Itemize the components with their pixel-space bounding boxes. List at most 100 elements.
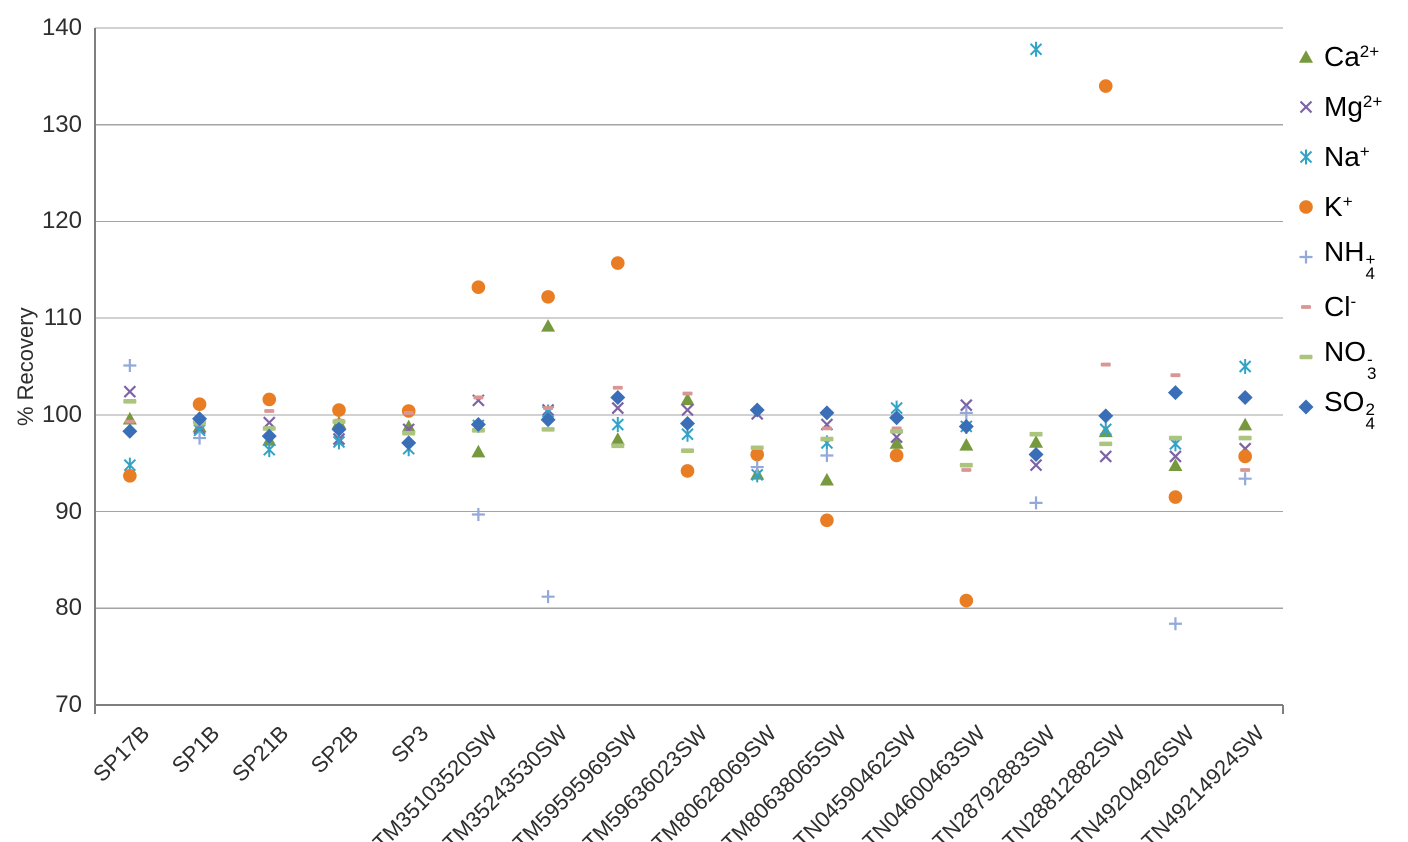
mg-point — [1029, 458, 1043, 472]
ca-point — [610, 432, 625, 445]
so4-point — [1098, 408, 1114, 424]
so4-point — [331, 421, 347, 437]
legend-label-nh4: NH +4 — [1324, 236, 1376, 283]
so4-point — [540, 412, 556, 428]
k-point — [332, 403, 346, 417]
so4-point — [610, 389, 626, 405]
k-marker-icon — [1299, 200, 1313, 214]
so4-point — [192, 411, 208, 427]
legend-item-k: K+ — [1295, 190, 1353, 224]
cl-point — [1170, 373, 1181, 378]
nh4-marker-shape — [1299, 250, 1313, 264]
cl-point — [264, 409, 275, 413]
ca-point — [1168, 458, 1183, 471]
ca-point — [471, 444, 486, 458]
k-point — [750, 447, 765, 462]
mg-marker-icon — [1299, 100, 1313, 114]
legend-label-cl: Cl- — [1324, 291, 1357, 322]
k-point — [541, 290, 555, 304]
k-marker-shape — [1299, 200, 1313, 214]
na-point — [1099, 421, 1112, 437]
k-point — [889, 448, 904, 463]
legend-item-cl: Cl- — [1295, 290, 1356, 324]
so4-point — [958, 418, 974, 434]
no3-point — [890, 428, 904, 434]
so4-point — [819, 405, 835, 421]
k-point — [262, 392, 277, 407]
legend-label-ca: Ca2+ — [1324, 41, 1380, 72]
cl-point — [612, 385, 623, 390]
legend-label-so4: SO 2 4 — [1324, 386, 1375, 433]
ca-marker-icon — [1299, 50, 1313, 63]
mg-point — [681, 403, 694, 417]
no3-marker-icon — [1299, 354, 1313, 360]
na-point — [332, 434, 346, 450]
ca-point — [1238, 417, 1253, 431]
y-tick-label: 90 — [55, 497, 82, 525]
nh4-point — [123, 359, 137, 373]
k-point — [192, 397, 207, 412]
legend-item-no3: NO -3 — [1295, 336, 1377, 383]
y-tick-label: 80 — [55, 594, 82, 622]
y-tick-label: 140 — [41, 14, 82, 41]
k-point — [959, 593, 974, 608]
k-point — [820, 513, 834, 528]
nh4-point — [959, 406, 973, 420]
y-tick-label: 120 — [41, 207, 82, 235]
no3-point — [681, 448, 694, 453]
no3-point — [1238, 435, 1252, 441]
mg-point — [1169, 450, 1182, 463]
na-point — [1029, 41, 1043, 57]
no3-point — [123, 399, 137, 404]
no3-point — [541, 427, 555, 432]
cl-marker-icon — [1301, 305, 1311, 309]
ca-point — [959, 438, 974, 451]
no3-point — [611, 443, 625, 449]
legend-item-na: Na+ — [1295, 140, 1370, 174]
k-point — [610, 256, 625, 270]
mg-point — [611, 401, 625, 415]
na-point — [263, 442, 276, 458]
ca-point — [889, 436, 904, 449]
cl-point — [682, 391, 693, 396]
nh4-marker-icon — [1299, 250, 1313, 264]
nh4-point — [471, 507, 485, 521]
legend-label-k: K+ — [1324, 191, 1353, 222]
k-point — [680, 464, 695, 478]
ca-marker-shape — [1299, 50, 1313, 63]
cl-point — [961, 468, 972, 472]
so4-point — [401, 435, 417, 451]
no3-point — [1099, 441, 1113, 447]
y-tick-label: 70 — [55, 691, 82, 718]
so4-point — [680, 416, 695, 432]
legend-item-ca: Ca2+ — [1295, 40, 1379, 74]
so4-point — [889, 410, 905, 426]
nh4-point — [1238, 472, 1252, 486]
so4-point — [122, 423, 138, 439]
ca-point — [401, 419, 416, 433]
no3-point — [820, 436, 834, 442]
nh4-point — [1029, 496, 1043, 510]
na-point — [611, 417, 625, 433]
legend-label-mg: Mg2+ — [1324, 91, 1383, 122]
y-tick-label: 100 — [41, 400, 82, 428]
no3-point — [959, 462, 973, 468]
legend-item-nh4: NH +4 — [1295, 236, 1376, 283]
k-point — [1238, 449, 1252, 464]
ca-point — [819, 472, 834, 486]
so4-marker-icon — [1298, 399, 1314, 415]
na-point — [1238, 359, 1252, 374]
k-point — [123, 468, 137, 483]
no3-marker-shape — [1299, 354, 1313, 360]
legend-label-no3: NO -3 — [1324, 336, 1377, 383]
nh4-point — [1168, 617, 1182, 631]
so4-point — [261, 428, 277, 444]
k-point — [401, 404, 416, 418]
k-point — [1168, 490, 1183, 504]
no3-point — [332, 419, 346, 424]
ca-point — [1029, 435, 1044, 448]
legend-item-mg: Mg2+ — [1295, 90, 1382, 124]
so4-point — [470, 417, 486, 433]
